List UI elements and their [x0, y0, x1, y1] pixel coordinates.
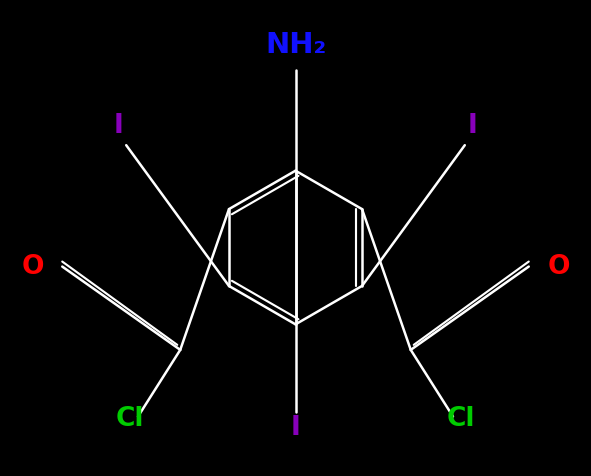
Text: I: I — [113, 113, 123, 139]
Text: I: I — [468, 113, 478, 139]
Text: I: I — [291, 416, 300, 441]
Text: Cl: Cl — [116, 406, 144, 432]
Text: O: O — [21, 254, 44, 279]
Text: NH₂: NH₂ — [265, 31, 326, 59]
Text: Cl: Cl — [447, 406, 475, 432]
Text: O: O — [547, 254, 570, 279]
